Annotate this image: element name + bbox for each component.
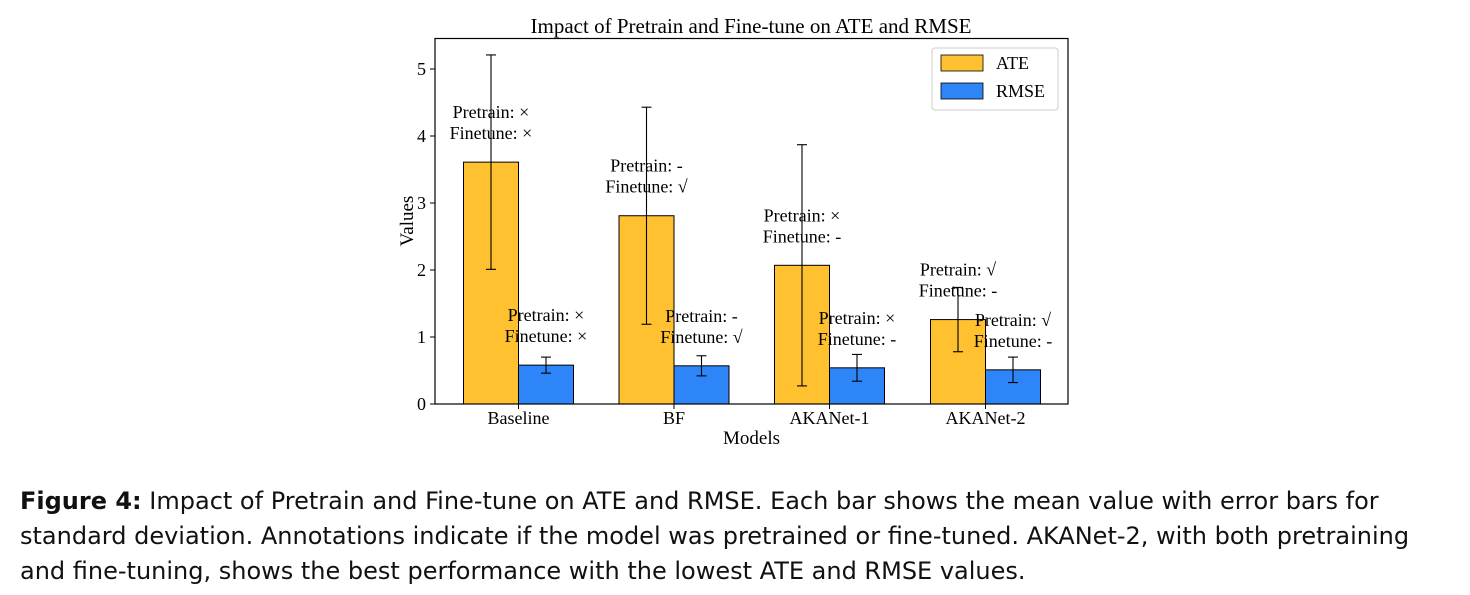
x-tick-label-bf: BF bbox=[663, 408, 685, 428]
annotation-ate-bf-finetune: Finetune: √ bbox=[605, 177, 687, 197]
annotation-rmse-akanet-2-pretrain: Pretrain: √ bbox=[975, 310, 1051, 330]
x-tick-label-baseline: Baseline bbox=[488, 408, 550, 428]
legend-swatch-rmse bbox=[940, 82, 984, 100]
annotation-rmse-baseline-pretrain: Pretrain: × bbox=[508, 305, 585, 325]
chart-svg: Impact of Pretrain and Fine-tune on ATE … bbox=[397, 14, 1069, 449]
y-tick-label: 4 bbox=[417, 126, 426, 146]
y-tick-label: 2 bbox=[417, 260, 426, 280]
figure-caption: Figure 4: Impact of Pretrain and Fine-tu… bbox=[20, 484, 1450, 589]
annotation-ate-akanet-1-finetune: Finetune: - bbox=[763, 226, 842, 246]
annotation-rmse-akanet-2-finetune: Finetune: - bbox=[974, 331, 1053, 351]
error-bar-rmse-akanet-1 bbox=[852, 353, 862, 382]
legend-label-rmse: RMSE bbox=[996, 81, 1045, 101]
annotation-rmse-bf-finetune: Finetune: √ bbox=[660, 327, 742, 347]
annotation-ate-akanet-2-pretrain: Pretrain: √ bbox=[920, 260, 996, 280]
error-bar-rmse-akanet-2 bbox=[1008, 356, 1018, 384]
x-axis-label: Models bbox=[723, 428, 780, 449]
annotation-rmse-bf-pretrain: Pretrain: - bbox=[665, 306, 737, 326]
plot-frame bbox=[434, 37, 1069, 405]
error-bars-layer bbox=[486, 54, 1018, 387]
y-tick-label: 5 bbox=[417, 59, 426, 79]
error-bar-ate-bf bbox=[641, 106, 652, 325]
error-bar-ate-akanet-1 bbox=[797, 144, 807, 387]
error-bar-ate-akanet-2 bbox=[953, 286, 963, 353]
x-tick-label-akanet-2: AKANet-2 bbox=[946, 408, 1026, 428]
annotation-rmse-baseline-finetune: Finetune: × bbox=[505, 326, 588, 346]
legend-label-ate: ATE bbox=[996, 53, 1029, 73]
error-bar-ate-baseline bbox=[486, 54, 496, 270]
x-tick-label-akanet-1: AKANet-1 bbox=[790, 408, 870, 428]
annotation-rmse-akanet-1-pretrain: Pretrain: × bbox=[819, 308, 896, 328]
annotation-ate-bf-pretrain: Pretrain: - bbox=[610, 156, 682, 176]
chart-title: Impact of Pretrain and Fine-tune on ATE … bbox=[531, 14, 972, 38]
error-bar-rmse-baseline bbox=[541, 356, 551, 374]
y-tick-label: 3 bbox=[417, 193, 426, 213]
x-axis: Baseline BF AKANet-1 AKANet-2 bbox=[488, 404, 1026, 428]
error-bar-rmse-bf bbox=[696, 355, 707, 377]
annotations-layer: Pretrain: ×Finetune: ×Pretrain: -Finetun… bbox=[450, 102, 1053, 351]
caption-label: Figure 4: bbox=[20, 487, 142, 515]
legend-swatch-ate bbox=[940, 54, 984, 72]
legend: ATE RMSE bbox=[931, 47, 1059, 111]
y-axis: 0 1 2 3 4 5 bbox=[417, 59, 435, 414]
y-tick-label: 0 bbox=[417, 394, 426, 414]
annotation-ate-baseline-finetune: Finetune: × bbox=[450, 123, 533, 143]
annotation-ate-akanet-1-pretrain: Pretrain: × bbox=[764, 205, 841, 225]
caption-text: Impact of Pretrain and Fine-tune on ATE … bbox=[20, 487, 1410, 585]
annotation-ate-baseline-pretrain: Pretrain: × bbox=[453, 102, 530, 122]
annotation-ate-akanet-2-finetune: Finetune: - bbox=[919, 281, 998, 301]
chart: Impact of Pretrain and Fine-tune on ATE … bbox=[397, 14, 1069, 449]
y-tick-label: 1 bbox=[417, 327, 426, 347]
annotation-rmse-akanet-1-finetune: Finetune: - bbox=[818, 329, 897, 349]
y-axis-label: Values bbox=[397, 196, 418, 247]
